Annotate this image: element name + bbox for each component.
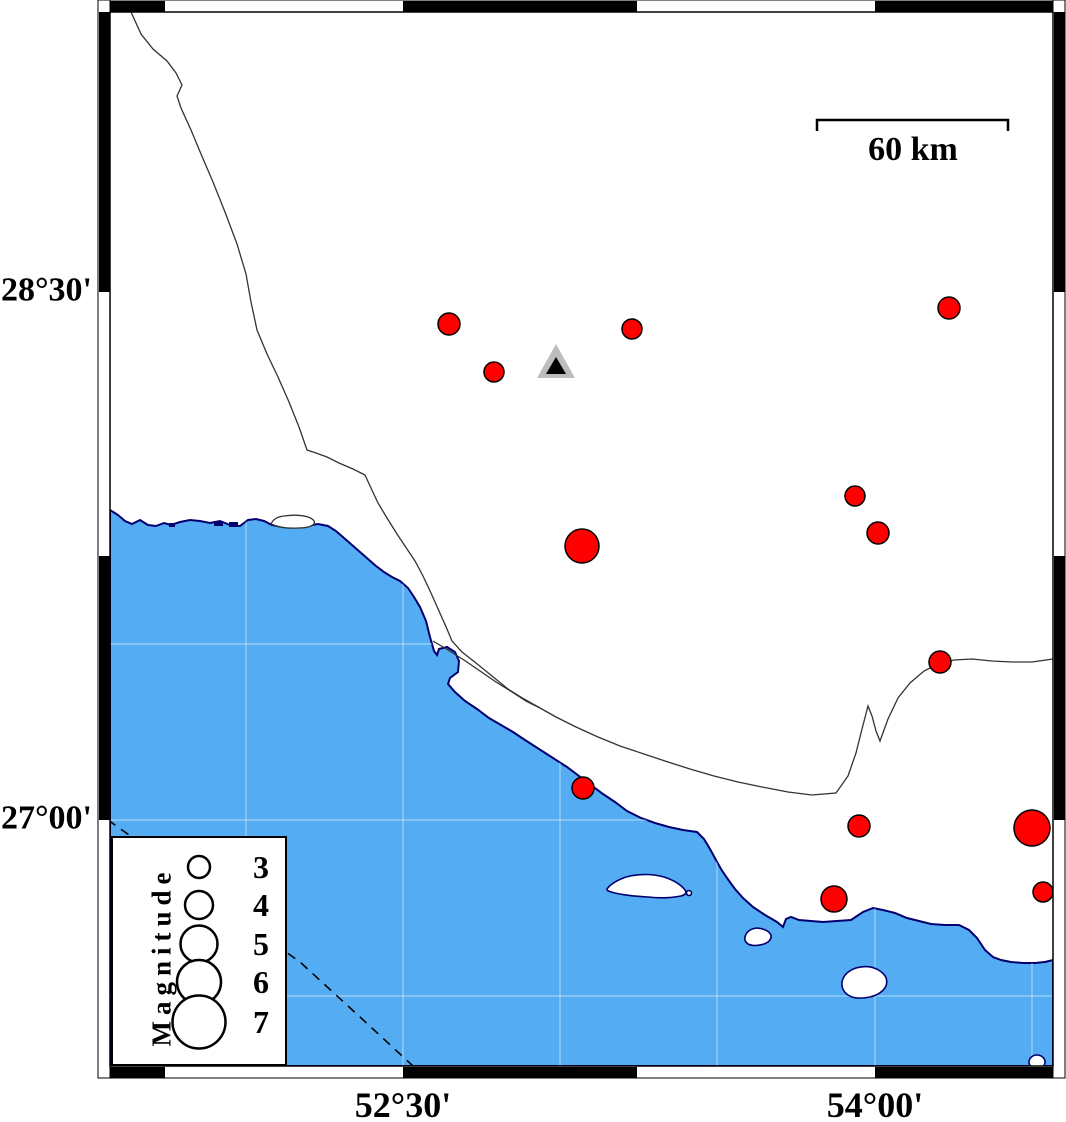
- island: [606, 873, 687, 899]
- legend-value: 5: [253, 926, 269, 962]
- islands: [606, 873, 1046, 1070]
- legend-magnitude-circle: [171, 994, 227, 1050]
- island: [744, 927, 772, 947]
- earthquake-marker: [437, 312, 461, 336]
- earthquake-marker: [844, 485, 866, 507]
- earthquake-marker: [564, 528, 600, 564]
- map-frame: [97, 0, 1066, 1079]
- legend-value: 7: [253, 1004, 269, 1040]
- legend-circles: [171, 854, 227, 1050]
- lon-label-54-00: 54°00': [826, 1085, 924, 1122]
- legend-title: Magnitude: [146, 866, 177, 1047]
- magnitude-legend: Magnitude 3 4 5 6 7: [111, 836, 287, 1066]
- legend-value: 6: [253, 964, 269, 1000]
- scale-bar-label: 60 km: [868, 131, 958, 168]
- station-triangle-icon: [537, 344, 575, 378]
- scale-bar: [815, 118, 1010, 131]
- islet: [685, 889, 693, 897]
- earthquake-marker: [571, 776, 595, 800]
- lat-label-28-30: 28°30': [0, 271, 92, 309]
- earthquake-marker: [928, 650, 952, 674]
- earthquake-marker: [820, 885, 848, 913]
- island: [841, 965, 888, 999]
- earthquake-marker: [847, 814, 871, 838]
- legend-magnitude-circle: [179, 924, 219, 964]
- legend-magnitude-circle: [186, 854, 212, 880]
- coastal-lagoon: [270, 514, 316, 529]
- earthquake-marker: [621, 318, 643, 340]
- earthquake-marker: [866, 521, 890, 545]
- lat-label-27-00: 27°00': [0, 799, 92, 837]
- legend-value: 3: [253, 849, 269, 885]
- lon-label-52-30: 52°30': [354, 1085, 452, 1122]
- earthquake-marker: [483, 361, 505, 383]
- earthquake-marker: [937, 296, 961, 320]
- earthquake-marker: [1032, 881, 1054, 903]
- earthquake-layer: [437, 296, 1054, 913]
- legend-value: 4: [253, 887, 269, 923]
- coastal-details: [169, 514, 316, 529]
- earthquake-marker: [1013, 809, 1051, 847]
- legend-magnitude-circle: [183, 889, 215, 921]
